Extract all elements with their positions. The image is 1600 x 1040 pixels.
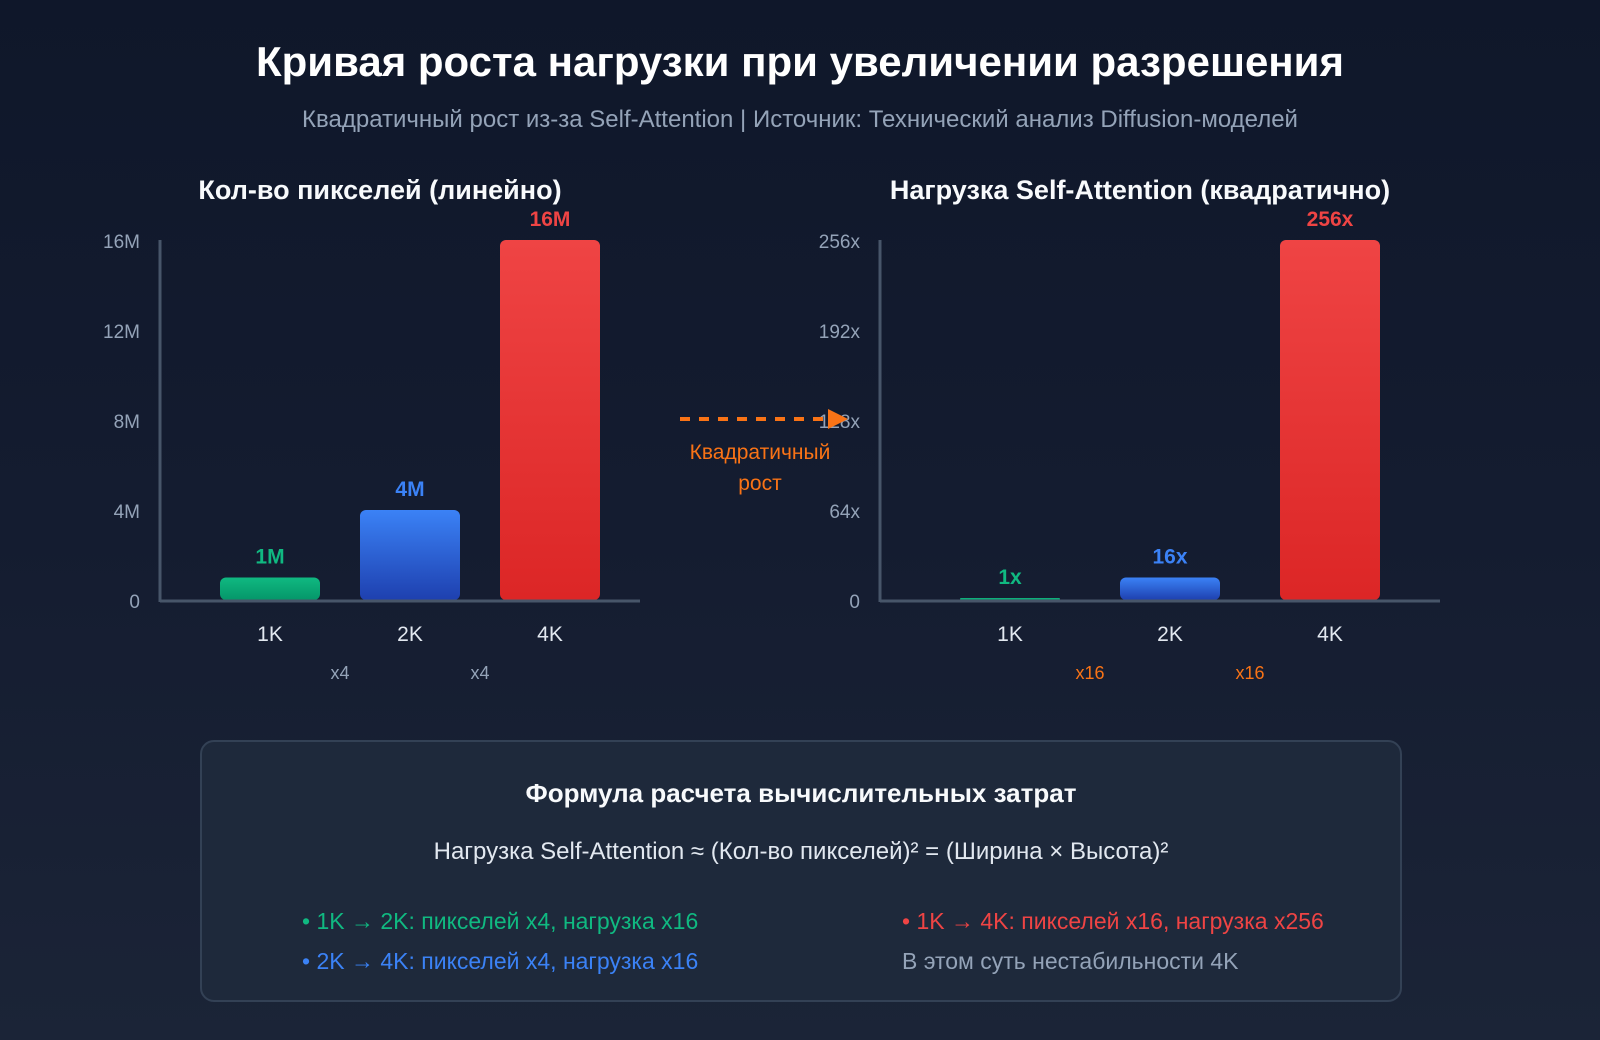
note-conclusion: В этом суть нестабильности 4K — [902, 948, 1239, 974]
bar-1K — [220, 577, 320, 600]
data-label: 16x — [1152, 546, 1187, 569]
x-tick-label: 1K — [257, 623, 283, 646]
y-tick-label: 16M — [103, 232, 140, 253]
bar-2K — [1120, 577, 1220, 600]
note-1k-2k: • 1K → 2K: пикселей x4, нагрузка x16 — [302, 908, 699, 934]
y-tick-label: 64x — [829, 502, 860, 523]
y-tick-label: 0 — [129, 592, 140, 613]
data-label: 16M — [530, 208, 571, 231]
page-title: Кривая роста нагрузки при увеличении раз… — [255, 38, 1345, 85]
bar-2K — [360, 510, 460, 600]
y-tick-label: 0 — [849, 592, 860, 613]
growth-label: x16 — [1075, 663, 1104, 683]
x-tick-label: 2K — [1157, 623, 1183, 646]
annotation-line-2: рост — [738, 472, 782, 495]
data-label: 256x — [1307, 208, 1354, 231]
x-tick-label: 4K — [537, 623, 563, 646]
y-tick-label: 256x — [819, 232, 861, 253]
y-tick-label: 12M — [103, 322, 140, 343]
growth-label: x4 — [330, 663, 349, 683]
formula-box-title: Формула расчета вычислительных затрат — [525, 778, 1077, 808]
growth-label: x4 — [470, 663, 489, 683]
bar-4K — [500, 240, 600, 600]
data-label: 1x — [998, 566, 1022, 589]
arrow-right-icon — [828, 409, 848, 429]
formula-box: Формула расчета вычислительных затрат На… — [200, 740, 1402, 1002]
page-subtitle: Квадратичный рост из-за Self-Attention |… — [302, 106, 1298, 133]
note-2k-4k: • 2K → 4K: пикселей x4, нагрузка x16 — [302, 948, 699, 974]
x-tick-label: 4K — [1317, 623, 1343, 646]
data-label: 1M — [255, 546, 284, 569]
bar-4K — [1280, 240, 1380, 600]
y-tick-label: 8M — [114, 412, 140, 433]
x-tick-label: 2K — [397, 623, 423, 646]
chart-title: Нагрузка Self-Attention (квадратично) — [890, 175, 1390, 205]
y-tick-label: 4M — [114, 502, 140, 523]
quadratic-growth-annotation: Квадратичный рост — [680, 409, 848, 495]
data-label: 4M — [395, 478, 424, 501]
growth-label: x16 — [1235, 663, 1264, 683]
formula-text: Нагрузка Self-Attention ≈ (Кол-во пиксел… — [433, 838, 1169, 865]
chart-title: Кол-во пикселей (линейно) — [198, 175, 561, 205]
charts-svg: Кол-во пикселей (линейно) 0 4M 8M 12M 16M 1M 1K… — [103, 175, 1440, 683]
note-1k-4k: • 1K → 4K: пикселей x16, нагрузка x256 — [902, 908, 1324, 934]
y-tick-label: 192x — [819, 322, 861, 343]
x-tick-label: 1K — [997, 623, 1023, 646]
annotation-line-1: Квадратичный — [690, 441, 831, 464]
